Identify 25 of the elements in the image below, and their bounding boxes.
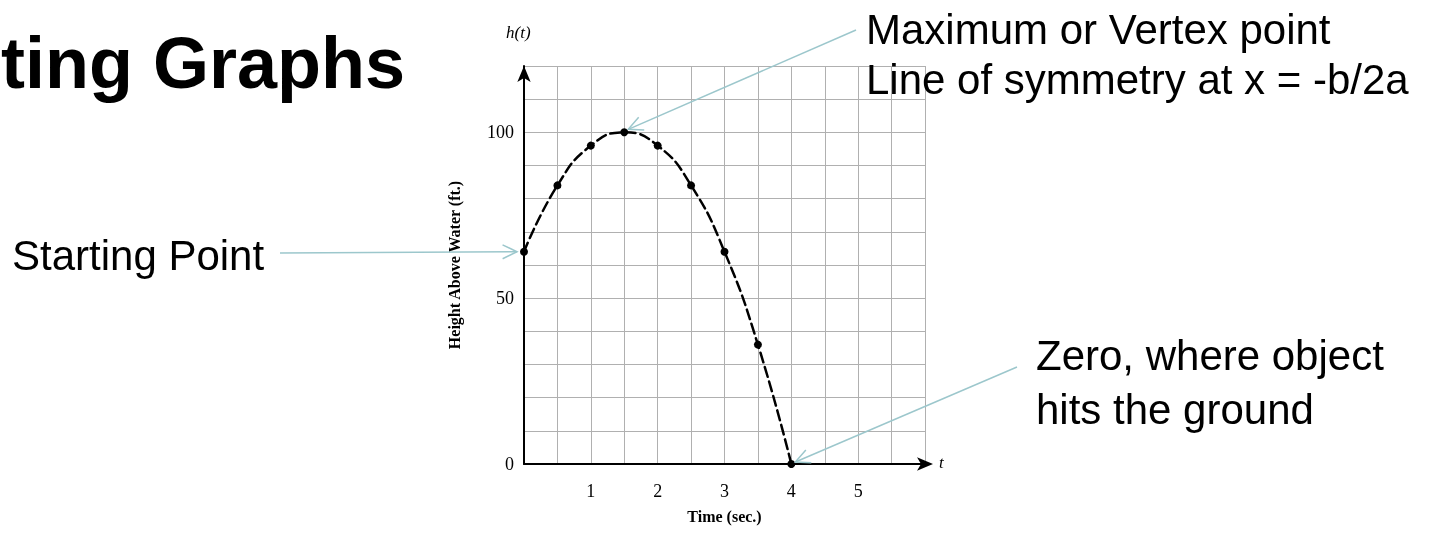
x-axis-title: Time (sec.) <box>687 507 762 526</box>
x-tick-label: 4 <box>786 481 796 501</box>
x-tick-label: 2 <box>653 481 663 501</box>
point <box>586 141 595 150</box>
annotation: Maximum or Vertex point Line of symmetry at x = -b/2a <box>866 5 1410 103</box>
point <box>720 247 729 256</box>
point <box>687 181 696 190</box>
point <box>653 141 662 150</box>
chart-title: ting Graphs <box>1 23 406 103</box>
y-tick-label: 50 <box>496 288 514 309</box>
x-tick-label: 3 <box>720 481 729 501</box>
point <box>787 460 796 468</box>
y-axis-title: Height Above Water (ft.) <box>445 180 464 350</box>
point <box>620 128 629 137</box>
text: t <box>939 453 945 472</box>
annotation: Zero, where object hits the ground <box>1036 331 1385 433</box>
annotation: Starting Point <box>12 231 265 279</box>
y-tick-label: 0 <box>505 454 514 474</box>
y-tick-label: 100 <box>487 122 514 143</box>
x-tick-label: 1 <box>586 481 596 501</box>
point <box>553 181 562 190</box>
x-tick-label: 5 <box>853 481 863 501</box>
point <box>520 247 528 256</box>
point <box>753 340 762 349</box>
text: h(t) <box>506 23 531 42</box>
